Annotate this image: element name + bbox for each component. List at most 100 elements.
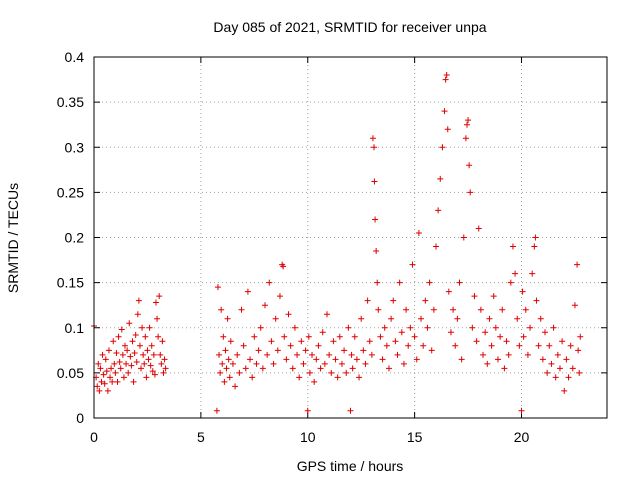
data-point: [403, 306, 410, 313]
data-point: [519, 288, 526, 295]
x-axis-label: GPS time / hours: [297, 458, 404, 474]
data-point: [490, 293, 497, 300]
data-point: [99, 351, 106, 358]
data-point: [149, 368, 156, 375]
data-point: [400, 360, 407, 367]
data-point: [216, 351, 223, 358]
data-point: [120, 374, 127, 381]
data-point: [411, 333, 418, 340]
data-point: [101, 380, 108, 387]
data-point: [266, 279, 273, 286]
data-point: [349, 365, 356, 372]
data-point: [124, 347, 131, 354]
data-point: [283, 356, 290, 363]
data-point: [158, 360, 165, 367]
data-point: [157, 351, 164, 358]
data-point: [374, 279, 381, 286]
y-axis-label: SRMTID / TECUs: [5, 183, 21, 293]
axis-ticks: 0 0.05 0.1 0.15 0.2 0.25 0.3 0.35 0.4 0 5 10 15 20: [57, 49, 607, 445]
data-point: [321, 360, 328, 367]
data-point: [296, 374, 303, 381]
data-point: [264, 351, 271, 358]
x-tick-label: 15: [407, 429, 423, 445]
data-point: [249, 374, 256, 381]
data-points: [91, 72, 584, 414]
data-point: [371, 178, 378, 185]
data-point: [244, 288, 251, 295]
data-point: [522, 306, 529, 313]
data-point: [148, 342, 155, 349]
data-point: [439, 144, 446, 151]
y-tick-label: 0.3: [65, 139, 85, 155]
data-point: [494, 356, 501, 363]
data-point: [383, 342, 390, 349]
data-point: [364, 297, 371, 304]
data-point: [539, 356, 546, 363]
data-point: [503, 338, 510, 345]
data-point: [450, 306, 457, 313]
data-point: [575, 347, 582, 354]
data-point: [142, 333, 149, 340]
data-point: [96, 387, 103, 394]
data-point: [524, 351, 531, 358]
data-point: [358, 315, 365, 322]
data-point: [362, 360, 369, 367]
data-point: [305, 333, 312, 340]
data-point: [134, 311, 141, 318]
x-tick-label: 5: [197, 429, 205, 445]
data-point: [396, 279, 403, 286]
data-point: [556, 365, 563, 372]
data-point: [341, 347, 348, 354]
data-point: [116, 359, 123, 366]
data-point: [319, 329, 326, 336]
data-point: [240, 342, 247, 349]
data-point: [507, 279, 514, 286]
data-point: [377, 333, 384, 340]
data-point: [313, 356, 320, 363]
data-point: [298, 338, 305, 345]
data-point: [418, 315, 425, 322]
data-point: [492, 324, 499, 331]
data-point: [334, 374, 341, 381]
data-point: [430, 306, 437, 313]
data-point: [554, 351, 561, 358]
data-point: [280, 263, 287, 270]
data-point: [516, 342, 523, 349]
data-point: [390, 297, 397, 304]
data-point: [348, 351, 355, 358]
data-point: [437, 175, 444, 182]
data-point: [452, 342, 459, 349]
data-point: [217, 369, 224, 376]
data-point: [234, 351, 241, 358]
data-point: [441, 108, 448, 115]
data-point: [512, 270, 519, 277]
data-point: [255, 347, 262, 354]
x-tick-label: 10: [300, 429, 316, 445]
data-point: [456, 279, 463, 286]
data-point: [518, 407, 525, 414]
data-point: [537, 315, 544, 322]
data-point: [486, 315, 493, 322]
data-point: [398, 329, 405, 336]
data-point: [146, 324, 153, 331]
data-point: [154, 315, 161, 322]
data-point: [223, 365, 230, 372]
data-point: [128, 362, 135, 369]
data-point: [527, 324, 534, 331]
data-point: [218, 306, 225, 313]
data-point: [238, 306, 245, 313]
data-point: [428, 347, 435, 354]
data-point: [155, 333, 162, 340]
data-point: [484, 360, 491, 367]
data-point: [477, 306, 484, 313]
data-point: [94, 383, 101, 390]
data-point: [162, 365, 169, 372]
data-point: [353, 356, 360, 363]
data-point: [317, 365, 324, 372]
data-point: [388, 315, 395, 322]
data-point: [433, 243, 439, 250]
data-point: [469, 324, 476, 331]
data-point: [103, 368, 110, 375]
data-point: [505, 351, 512, 358]
